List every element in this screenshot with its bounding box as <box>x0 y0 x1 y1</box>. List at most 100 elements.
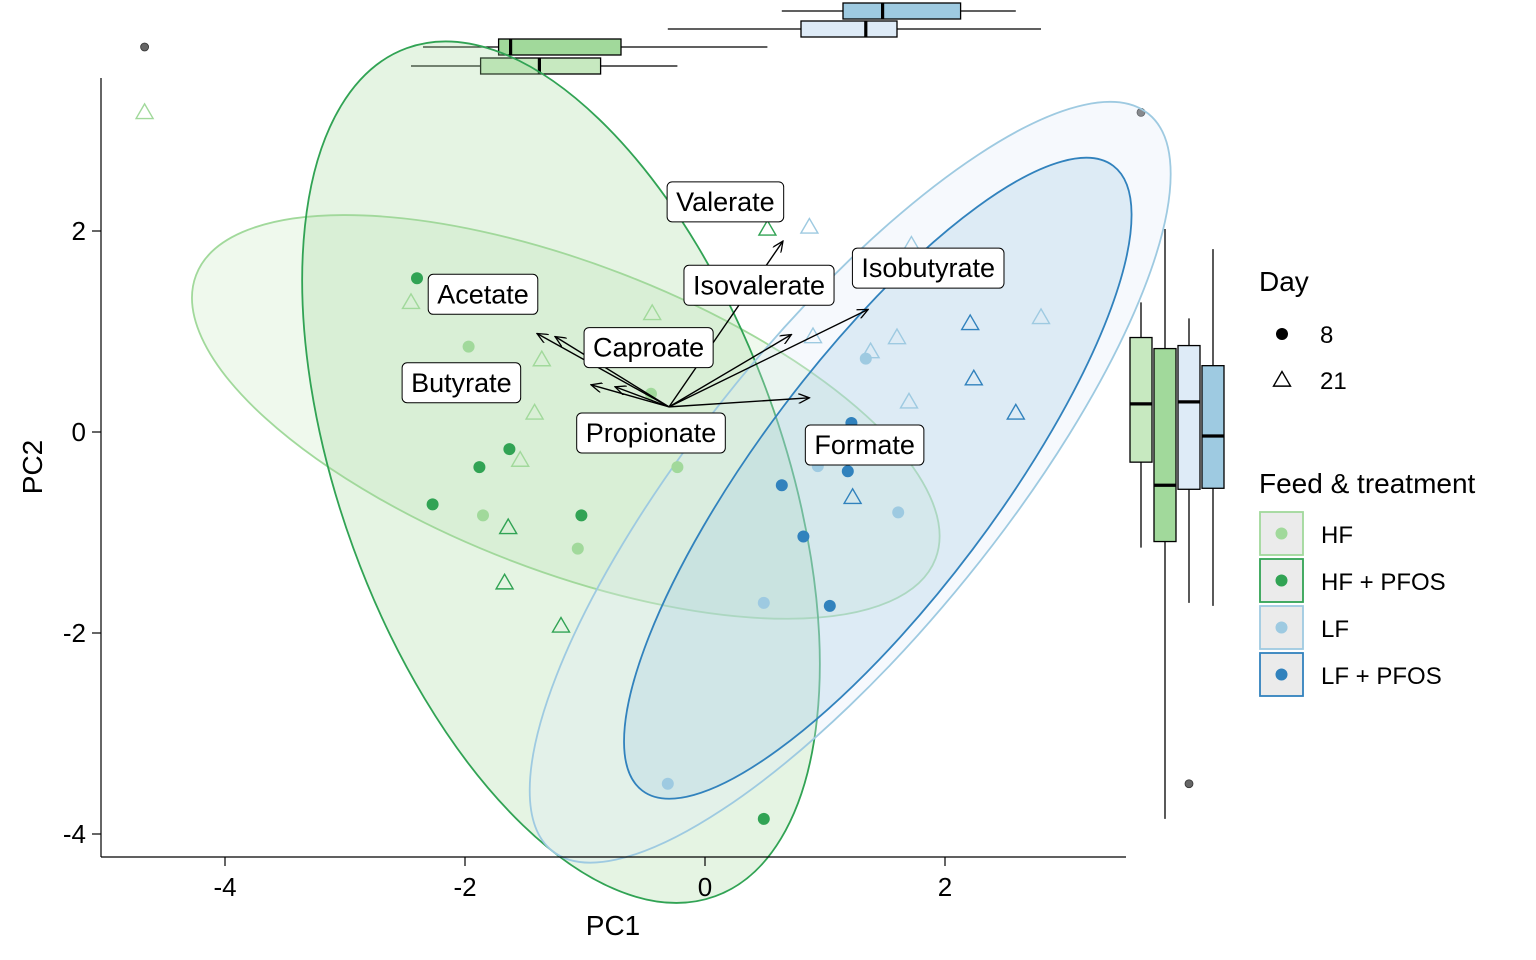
loading-label: Isovalerate <box>683 264 835 306</box>
data-point-day8 <box>473 461 486 474</box>
loading-label-text: Caproate <box>593 333 704 363</box>
data-point-day21 <box>960 313 980 331</box>
legend-day-label: 21 <box>1320 368 1347 395</box>
x-axis-label: PC1 <box>586 910 640 941</box>
loading-label-text: Valerate <box>676 187 775 217</box>
loading-label-text: Formate <box>814 430 915 460</box>
ellipse-lf <box>528 100 1172 864</box>
loading-label: Propionate <box>576 412 726 454</box>
plot-area: Acetate Butyrate Caproate Propionate Valerat… <box>134 40 1172 904</box>
pc1-box <box>842 2 962 20</box>
legend-group-label: HF + PFOS <box>1321 569 1446 596</box>
data-point-day8 <box>757 596 770 609</box>
legend-group-label: LF <box>1321 616 1349 643</box>
loading-label-box <box>427 273 539 315</box>
loading-arrow <box>591 385 670 408</box>
data-point-day21 <box>642 303 662 321</box>
x-tick-label: -2 <box>453 872 476 902</box>
ellipse-lfp <box>623 156 1133 800</box>
pc2-box <box>1129 336 1153 463</box>
data-point-day21 <box>498 517 518 535</box>
loading-label-box <box>401 362 522 404</box>
loading-label: Caproate <box>583 327 714 369</box>
data-point-day21 <box>964 368 984 386</box>
data-point-day8 <box>775 479 788 492</box>
pc2-box <box>1201 365 1225 489</box>
data-point-day8 <box>661 777 674 790</box>
loading-arrow-layer <box>537 241 868 408</box>
legend-day-entries: 8 21 <box>1272 322 1347 395</box>
loading-label: Valerate <box>666 181 785 223</box>
legend-group-key-box <box>1259 652 1304 697</box>
data-point-day8 <box>462 340 475 353</box>
right-boxplot-panel <box>1129 108 1225 819</box>
ellipse-hf <box>191 214 941 620</box>
pc1-box <box>800 20 898 38</box>
data-point-day21 <box>860 341 881 359</box>
loading-arrow <box>555 337 670 408</box>
loading-label: Butyrate <box>401 362 522 404</box>
loading-label-box <box>851 247 1005 289</box>
y-tick-label: 2 <box>72 216 86 246</box>
data-point-day21 <box>799 217 820 234</box>
loading-label-text: Isobutyrate <box>861 253 995 283</box>
data-point-day21 <box>134 102 155 120</box>
data-point-day8 <box>411 272 423 285</box>
pc2-outlier <box>1184 779 1194 789</box>
data-point-day21 <box>899 391 919 409</box>
loading-label-text: Acetate <box>437 279 529 309</box>
loading-label: Acetate <box>427 273 539 315</box>
legend: Day Feed & treatment 8 21 HF HF + PFOS LF LF… <box>1259 266 1476 697</box>
data-point-day8 <box>892 506 905 519</box>
legend-group-key-dot <box>1275 527 1288 540</box>
x-tick-label: -4 <box>213 872 236 902</box>
loading-label-text: Propionate <box>586 418 717 448</box>
data-point-day21 <box>803 326 823 344</box>
loading-label: Formate <box>804 424 925 466</box>
loading-label-box <box>576 412 726 454</box>
data-point-day21 <box>842 487 863 505</box>
loading-arrow <box>668 335 791 408</box>
pc1-box <box>497 38 622 56</box>
point-layer <box>134 102 1051 825</box>
y-tick-label: -4 <box>63 819 86 849</box>
data-point-day21 <box>887 327 907 345</box>
loading-label-box <box>683 264 835 306</box>
y-tick-label: -2 <box>63 618 86 648</box>
loading-label: Isobutyrate <box>851 247 1005 289</box>
legend-group-title: Feed & treatment <box>1259 468 1476 499</box>
legend-day-circle-key <box>1276 328 1288 340</box>
pc1-outlier <box>140 42 150 52</box>
data-point-day8 <box>859 352 872 365</box>
data-point-day21 <box>551 616 571 633</box>
data-point-day21 <box>510 450 530 467</box>
legend-day-label: 8 <box>1320 322 1333 349</box>
legend-day-triangle-key <box>1272 370 1292 387</box>
pc2-box <box>1177 344 1201 490</box>
data-point-day8 <box>571 542 584 555</box>
data-point-day8 <box>797 530 810 543</box>
data-point-day8 <box>477 509 489 522</box>
loading-label-text: Butyrate <box>411 368 512 398</box>
data-point-day8 <box>503 443 516 456</box>
loading-label-text: Isovalerate <box>693 270 825 300</box>
y-tick-label: 0 <box>72 417 86 447</box>
axes: -4 -2 0 2 -4 -2 0 2 PC1 PC2 <box>17 78 1126 941</box>
data-point-day8 <box>671 461 684 474</box>
ellipse-hfp <box>301 40 821 904</box>
loading-label-box <box>666 181 785 223</box>
data-point-day21 <box>1006 403 1026 420</box>
loading-label-box <box>583 327 714 369</box>
data-point-day8 <box>823 599 836 612</box>
legend-group-label: HF <box>1321 522 1353 549</box>
loading-label-box <box>804 424 925 466</box>
y-axis-label: PC2 <box>17 440 48 494</box>
data-point-day21 <box>524 403 545 420</box>
data-point-day21 <box>494 572 515 590</box>
data-point-day21 <box>401 292 421 310</box>
x-tick-label: 0 <box>698 872 712 902</box>
data-point-day21 <box>532 349 552 367</box>
data-point-day8 <box>841 465 854 478</box>
legend-group-entries: HF HF + PFOS LF LF + PFOS <box>1259 511 1446 697</box>
